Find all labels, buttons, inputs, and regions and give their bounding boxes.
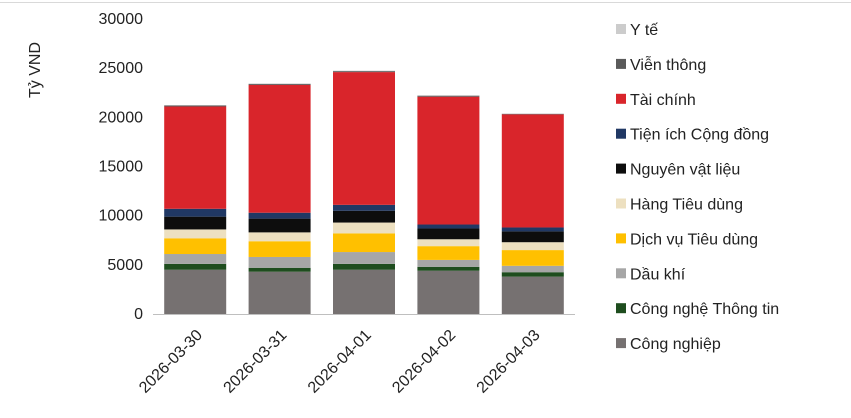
bar-segment [417, 225, 479, 229]
y-tick-label: 5000 [107, 257, 143, 274]
bar-segment [502, 227, 564, 231]
bar-segment [249, 241, 311, 257]
legend-label: Công nghiệp [630, 336, 721, 353]
legend-swatch [616, 24, 626, 34]
bar-segment [333, 264, 395, 270]
y-tick-label: 25000 [99, 60, 144, 77]
x-tick-label: 2026-03-30 [136, 327, 206, 397]
bar-segment [333, 205, 395, 211]
legend-swatch [616, 303, 626, 313]
bar-segment [249, 232, 311, 241]
x-tick-label: 2026-04-03 [474, 327, 544, 397]
bar-segment [417, 239, 479, 246]
legend: Y tế Viễn thông Tài chính Tiện ích Cộng đồn… [616, 22, 779, 353]
y-tick-label: 20000 [99, 109, 144, 126]
legend-label: Tiện ích Cộng đồng [630, 127, 769, 144]
bar-segment [502, 242, 564, 250]
legend-label: Tài chính [630, 92, 696, 109]
legend-swatch [616, 233, 626, 243]
bar-segment [417, 267, 479, 271]
bar-segment [249, 268, 311, 272]
legend-swatch [616, 199, 626, 209]
bar-segment [164, 209, 226, 217]
y-tick-label: 15000 [99, 159, 144, 176]
legend-label: Dầu khí [630, 266, 686, 283]
bar-segment [502, 231, 564, 242]
bar-segment [502, 114, 564, 227]
bar-segment [333, 270, 395, 314]
bar-segment [333, 71, 395, 72]
legend-label: Hàng Tiêu dùng [630, 197, 743, 214]
y-tick-label: 10000 [99, 208, 144, 225]
y-axis-label: Tỷ VND [27, 42, 44, 98]
bar-segment [249, 85, 311, 213]
x-tick-label: 2026-04-01 [305, 327, 375, 397]
x-tick-label: 2026-04-02 [389, 327, 459, 397]
bar-segment [417, 228, 479, 239]
bar-segment [249, 257, 311, 268]
legend-swatch [616, 94, 626, 104]
bar-segment [164, 254, 226, 264]
bar-segment [249, 84, 311, 85]
bar-segment [502, 272, 564, 276]
bar-segment [333, 233, 395, 252]
bar-segment [164, 264, 226, 270]
y-tick-label: 30000 [99, 11, 144, 28]
bar-segment [417, 96, 479, 97]
bar-segment [164, 270, 226, 314]
bar-segment [164, 217, 226, 230]
bar-segment [502, 250, 564, 266]
bar-segment [164, 238, 226, 254]
bar-segment [164, 229, 226, 238]
bar-segment [249, 219, 311, 233]
legend-swatch [616, 129, 626, 139]
legend-label: Viễn thông [630, 55, 706, 74]
bar-segment [164, 106, 226, 107]
legend-label: Y tế [630, 22, 658, 39]
bars [164, 71, 564, 314]
bar-segment [249, 272, 311, 314]
legend-swatch [616, 59, 626, 69]
bar-segment [333, 223, 395, 234]
bar-segment [417, 260, 479, 267]
legend-swatch [616, 164, 626, 174]
bar-segment [417, 246, 479, 260]
bar-segment [164, 107, 226, 209]
bar-segment [502, 277, 564, 314]
bar-segment [417, 97, 479, 225]
legend-swatch [616, 268, 626, 278]
y-axis-ticks: 0 5000 10000 15000 20000 25000 30000 [99, 11, 144, 323]
bar-segment [333, 252, 395, 264]
bar-segment [502, 266, 564, 272]
legend-label: Nguyên vật liệu [630, 162, 740, 179]
legend-swatch [616, 338, 626, 348]
bar-segment [249, 213, 311, 219]
bar-segment [417, 271, 479, 314]
legend-label: Dịch vụ Tiêu dùng [630, 231, 758, 248]
x-tick-label: 2026-03-31 [221, 327, 291, 397]
top-divider [0, 2, 851, 3]
bar-segment [333, 72, 395, 205]
bar-segment [333, 211, 395, 223]
legend-label: Công nghệ Thông tin [630, 301, 779, 318]
y-tick-label: 0 [134, 306, 143, 323]
